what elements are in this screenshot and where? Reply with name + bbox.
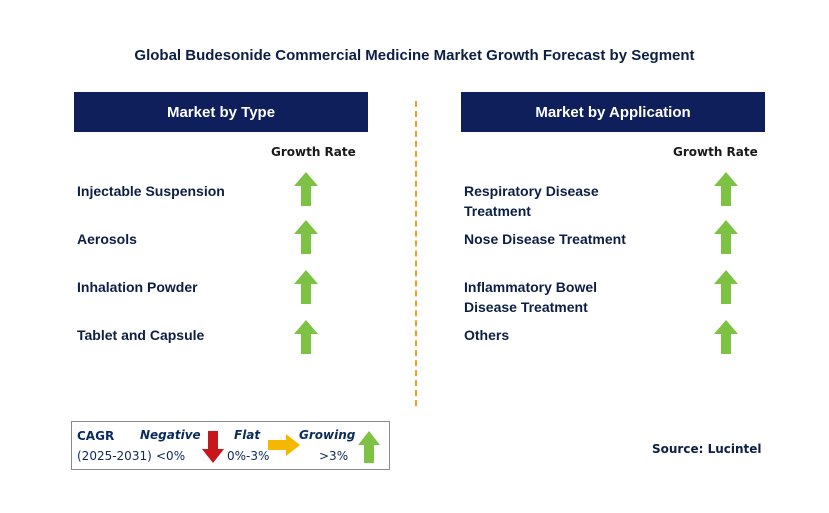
negative-arrow-icon [202, 431, 224, 463]
item-line: Aerosols [77, 231, 137, 247]
growing-arrow-icon [294, 270, 318, 304]
type-panel-header-label: Market by Type [166, 103, 276, 121]
application-item-label: Nose Disease Treatment [464, 229, 626, 249]
cagr-period: (2025-2031) [77, 449, 152, 463]
panel-divider [415, 101, 417, 406]
application-item-label: Inflammatory Bowel Disease Treatment [464, 277, 597, 317]
item-line: Disease Treatment [464, 299, 588, 315]
growing-range: >3% [319, 449, 349, 463]
item-line: Nose Disease Treatment [464, 231, 626, 247]
item-line: Others [464, 327, 510, 343]
flat-arrow-icon [268, 434, 300, 456]
item-line: Inhalation Powder [77, 279, 198, 295]
item-line: Inflammatory Bowel [464, 279, 598, 295]
item-line: Treatment [464, 203, 531, 219]
type-item-label: Aerosols [77, 229, 137, 249]
negative-label: Negative [140, 428, 201, 442]
application-panel-header: Market by Application [461, 92, 765, 132]
type-item-label: Inhalation Powder [77, 277, 198, 297]
type-growth-rate-label: Growth Rate [271, 145, 356, 159]
growing-arrow-icon [714, 320, 738, 354]
type-panel-header: Market by Type [74, 92, 368, 132]
type-item-label: Injectable Suspension [77, 181, 225, 201]
application-item-label: Respiratory Disease Treatment [464, 181, 599, 221]
growing-arrow-icon [294, 320, 318, 354]
negative-range: <0% [156, 449, 186, 463]
type-item-label: Tablet and Capsule [77, 325, 204, 345]
cagr-label: CAGR [77, 429, 115, 443]
item-line: Tablet and Capsule [77, 327, 205, 343]
growing-label: Growing [299, 428, 356, 442]
application-item-label: Others [464, 325, 509, 345]
growing-legend-arrow-icon [358, 431, 380, 463]
application-growth-rate-label: Growth Rate [673, 145, 758, 159]
chart-title: Global Budesonide Commercial Medicine Ma… [134, 47, 695, 64]
cagr-legend: CAGR (2025-2031) Negative <0% Flat 0%-3%… [71, 421, 390, 470]
source-label: Source: Lucintel [652, 442, 762, 456]
flat-range: 0%-3% [227, 449, 270, 463]
item-line: Injectable Suspension [77, 183, 225, 199]
flat-label: Flat [234, 428, 261, 442]
application-panel-header-label: Market by Application [535, 103, 691, 121]
growing-arrow-icon [294, 220, 318, 254]
item-line: Respiratory Disease [464, 183, 599, 199]
growing-arrow-icon [714, 220, 738, 254]
growing-arrow-icon [714, 270, 738, 304]
growing-arrow-icon [714, 172, 738, 206]
growing-arrow-icon [294, 172, 318, 206]
